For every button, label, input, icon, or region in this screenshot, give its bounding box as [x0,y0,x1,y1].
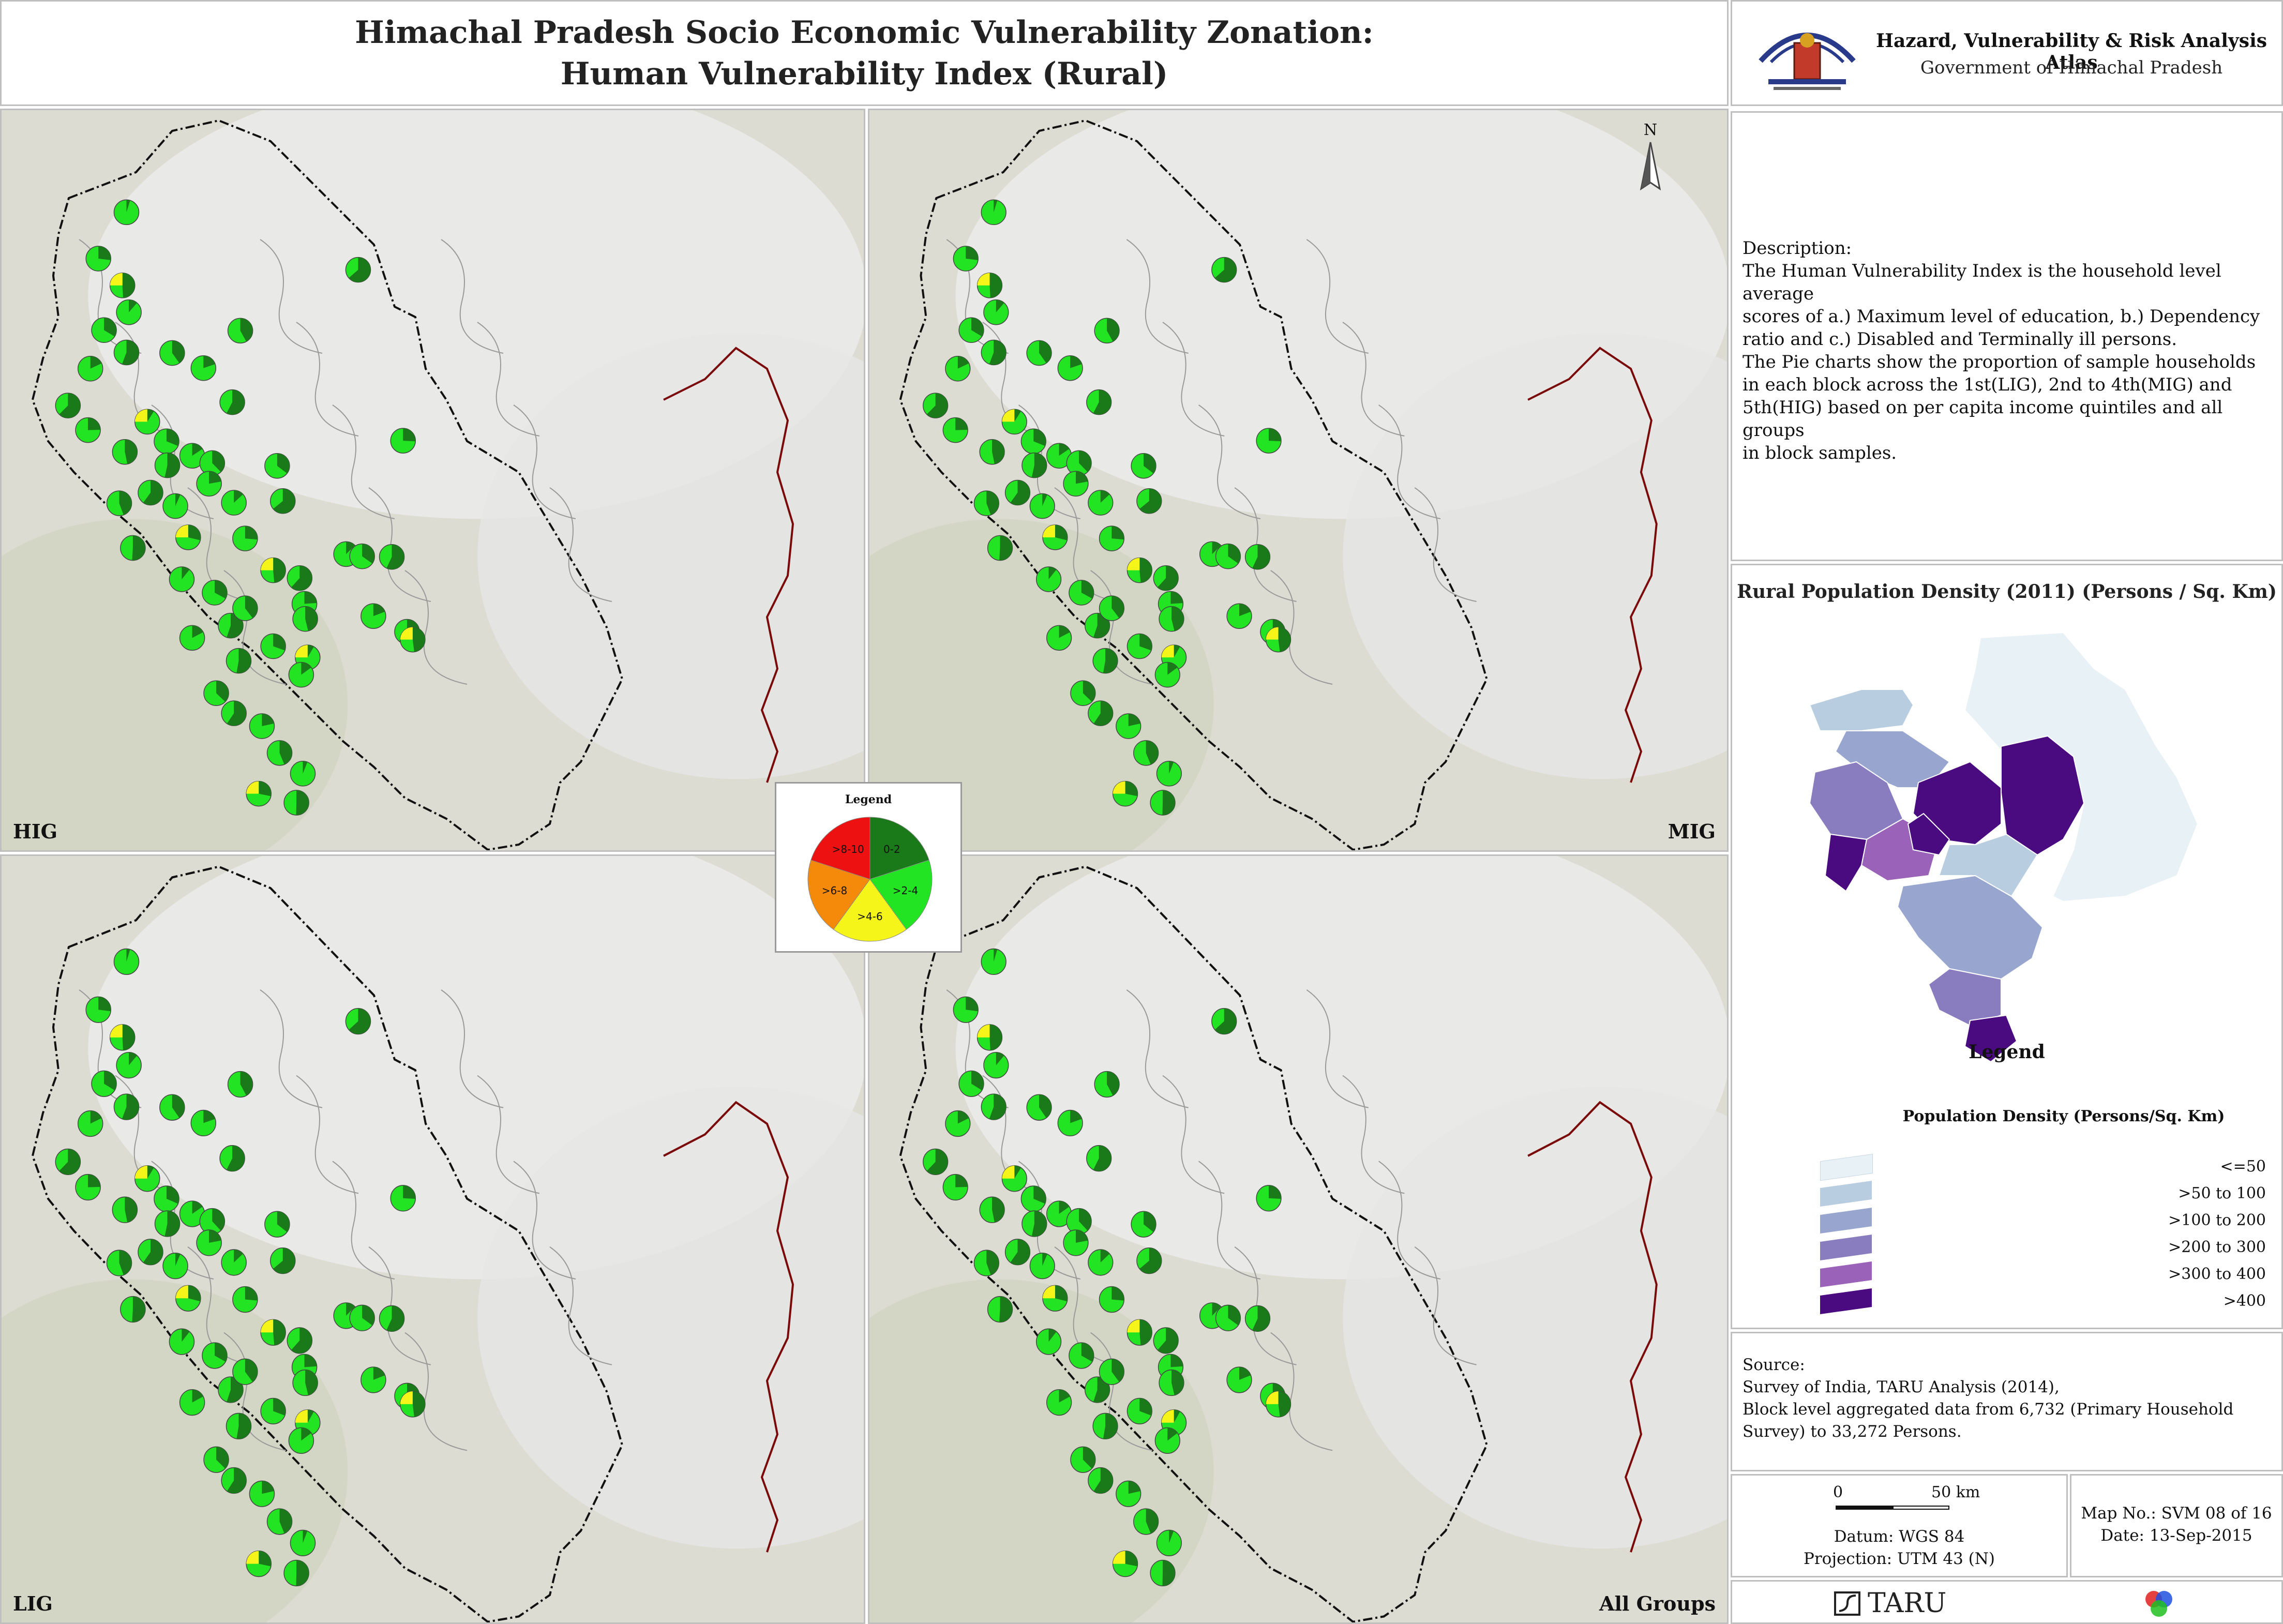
density-legend-heading: Legend [1969,1041,2045,1063]
density-class-label: <=50 [2220,1157,2266,1176]
pie-legend-slice-label: >2-4 [893,884,918,897]
density-swatch [1820,1234,1872,1261]
description-line: The Pie charts show the proportion of sa… [1743,352,2256,372]
density-class-label: >400 [2223,1292,2266,1310]
description-line: 5th(HIG) based on per capita income quin… [1743,397,2223,441]
map-title-line2: Human Vulnerability Index (Rural) [560,56,1168,92]
mig-map [869,110,1727,850]
panel-label: All Groups [1599,1592,1716,1615]
lig-map [2,856,864,1622]
source-line: Block level aggregated data from 6,732 (… [1743,1400,2234,1419]
map-panel-mig: N MIG [868,109,1729,852]
description-line: ratio and c.) Disabled and Terminally il… [1743,329,2177,350]
source-line: Survey of India, TARU Analysis (2014), [1743,1378,2060,1396]
pie-legend-slice-label: >6-8 [822,884,847,897]
density-swatch [1820,1261,1872,1288]
density-class-label: >200 to 300 [2168,1238,2266,1256]
panel-label: LIG [13,1592,53,1615]
density-map [1809,631,2199,1063]
pie-legend-slice [833,879,907,942]
atlas-title: Hazard, Vulnerability & Risk Analysis At… [1875,30,2267,73]
all-groups-map [869,856,1727,1622]
footer-box: TARU [1731,1580,2283,1624]
scale-end: 50 km [1931,1483,1980,1501]
map-number: Map No.: SVM 08 of 16 [2081,1504,2272,1523]
north-arrow-icon: N [1635,116,1666,194]
density-swatch [1820,1288,1872,1315]
density-class-label: >50 to 100 [2178,1184,2266,1202]
description-text: Description: The Human Vulnerability Ind… [1743,237,2275,464]
density-swatch [1820,1153,1873,1181]
scale-zero: 0 [1833,1483,1843,1501]
datum-text: Datum: WGS 84 [1834,1527,1965,1546]
scale-box: 0 50 km Datum: WGS 84 Projection: UTM 43… [1731,1474,2068,1577]
map-date: Date: 13-Sep-2015 [2100,1526,2252,1545]
taru-logo-icon [1833,1589,1861,1618]
source-box: Source: Survey of India, TARU Analysis (… [1731,1332,2283,1471]
map-panel-all-groups: All Groups [868,854,1729,1624]
map-panel-lig: LIG [0,854,865,1624]
hig-map [2,110,864,850]
pie-legend-title: Legend [845,793,892,806]
mapinfo-box: Map No.: SVM 08 of 16 Date: 13-Sep-2015 [2070,1474,2283,1577]
state-emblem-icon [1753,14,1861,97]
pie-legend-slice-label: >8-10 [832,843,864,855]
description-line: The Human Vulnerability Index is the hou… [1743,261,2221,304]
density-class-label: >100 to 200 [2168,1211,2266,1229]
map-panel-hig: HIG [0,109,865,852]
pie-legend-slice [869,817,929,880]
taru-name: TARU [1868,1588,1947,1619]
density-swatch [1820,1180,1872,1207]
description-line: in each block across the 1st(LIG), 2nd t… [1743,374,2232,395]
source-heading: Source: [1743,1356,1805,1374]
map-title-line1: Himachal Pradesh Socio Economic Vulnerab… [355,14,1374,51]
government-name: Government of Himachal Pradesh [1920,57,2223,78]
description-line: in block samples. [1743,443,1897,463]
panel-label: MIG [1668,820,1716,843]
panel-label: HIG [13,820,58,843]
north-arrow-letter: N [1644,121,1657,139]
source-line: Survey) to 33,272 Persons. [1743,1422,1962,1441]
density-class-label: >300 to 400 [2168,1265,2266,1283]
description-box: Description: The Human Vulnerability Ind… [1731,111,2283,561]
rgb-logo-icon [2141,1588,2177,1621]
projection-text: Projection: UTM 43 (N) [1804,1550,1995,1568]
source-text: Source: Survey of India, TARU Analysis (… [1743,1354,2275,1443]
title-box: Himachal Pradesh Socio Economic Vulnerab… [0,0,1729,106]
density-map-title: Rural Population Density (2011) (Persons… [1737,581,2277,603]
pie-legend-slice [869,860,933,930]
org-box: Hazard, Vulnerability & Risk Analysis At… [1731,0,2283,106]
pie-legend-chart: 0-2 >2-4 >4-6 >6-8 >8-10 [807,817,933,942]
density-box: Rural Population Density (2011) (Persons… [1731,564,2283,1329]
description-heading: Description: [1743,238,1852,259]
density-swatch [1820,1207,1872,1234]
description-line: scores of a.) Maximum level of education… [1743,306,2260,327]
pie-legend: Legend 0-2 >2-4 >4-6 >6-8 >8-10 [775,782,962,953]
density-legend-subheading: Population Density (Persons/Sq. Km) [1902,1107,2225,1125]
pie-legend-slice [807,860,870,930]
pie-legend-slice [810,817,870,880]
pie-legend-slice-label: 0-2 [883,843,900,855]
pie-legend-slice-label: >4-6 [857,910,882,923]
scale-bar [1836,1506,1949,1511]
